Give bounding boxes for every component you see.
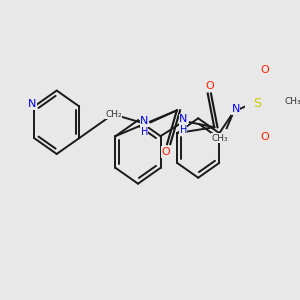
Text: O: O [260, 132, 269, 142]
Text: CH₃: CH₃ [211, 134, 228, 142]
Text: CH₃: CH₃ [284, 97, 300, 106]
Text: H: H [180, 125, 187, 135]
Text: S: S [253, 97, 261, 110]
Text: O: O [161, 147, 170, 157]
Text: CH₂: CH₂ [105, 110, 122, 119]
Text: O: O [260, 65, 269, 75]
Text: H: H [141, 127, 148, 137]
Text: N: N [140, 116, 148, 126]
Text: O: O [205, 81, 214, 91]
Text: N: N [28, 99, 37, 110]
Text: N: N [231, 104, 240, 114]
Text: N: N [179, 114, 188, 124]
